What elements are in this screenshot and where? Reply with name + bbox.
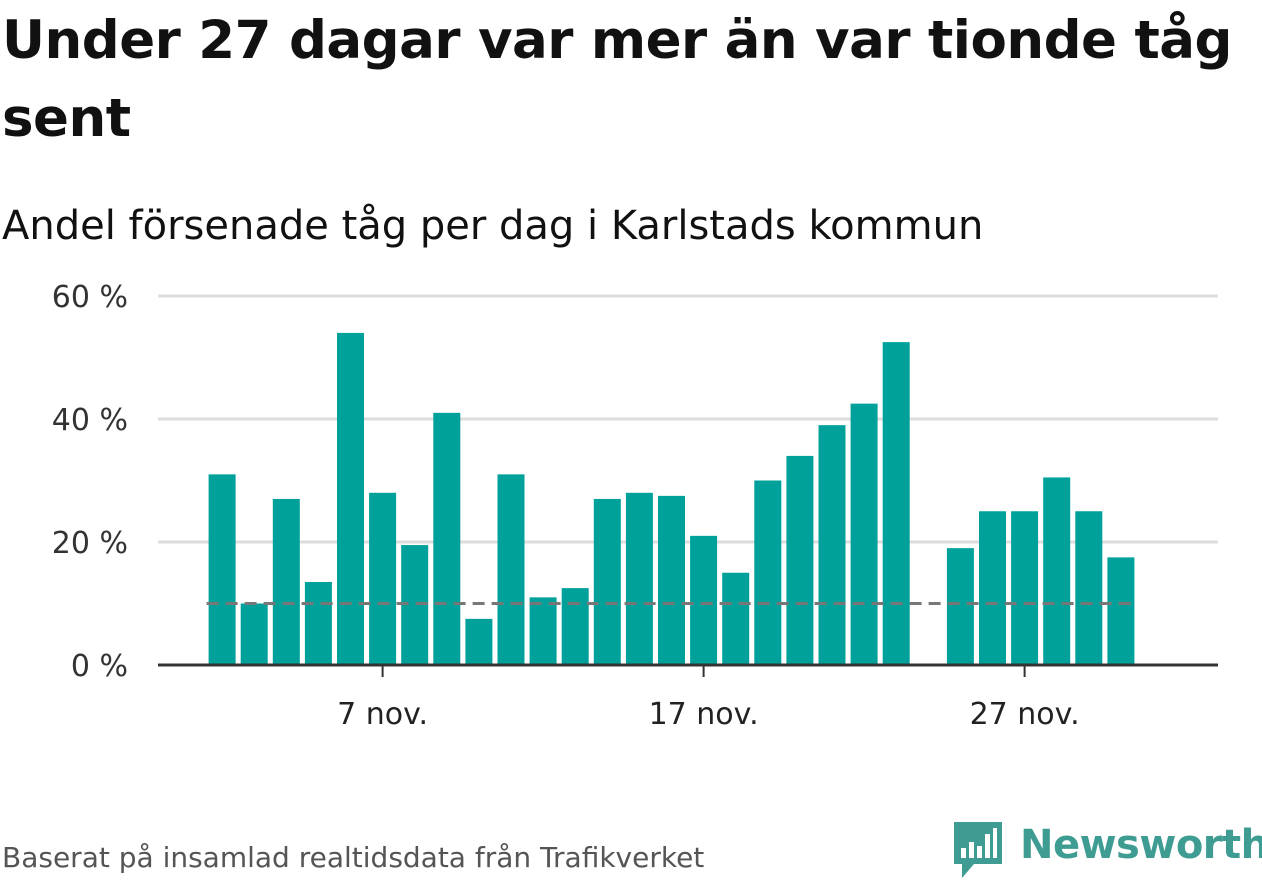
bar [433,412,461,665]
grid-lines [158,294,1218,544]
bar [337,332,364,665]
bar [208,474,236,665]
bar-chart: 0 % 20 % 40 % 60 % 7 nov. 17 nov. 27 nov. [52,280,1218,732]
bar [979,511,1006,665]
logo-wordmark: Newsworthy [1020,822,1262,868]
bar [1107,557,1135,665]
bar [754,480,782,665]
x-tick-label: 27 nov. [970,697,1080,732]
bar [690,535,718,665]
bar [465,618,493,665]
bars [208,332,1135,665]
bar [1075,511,1103,665]
y-tick-label: 40 % [52,403,128,438]
bar [401,545,429,665]
bar [1011,511,1039,665]
bar [272,498,300,665]
y-tick-label: 0 % [71,649,128,684]
bar [593,498,621,665]
bar [240,603,268,665]
bar [304,581,332,665]
axes: 0 % 20 % 40 % 60 % 7 nov. 17 nov. 27 nov. [52,280,1218,732]
y-tick-label: 20 % [52,526,128,561]
bar [786,455,814,665]
bar [658,495,685,665]
bar [1043,477,1071,665]
bar [882,342,910,665]
bar [369,492,397,665]
bar [529,597,557,665]
chart-subtitle: Andel försenade tåg per dag i Karlstads … [2,203,984,249]
bar [722,572,750,665]
bar [561,588,589,665]
x-tick-label: 7 nov. [337,697,428,732]
bar [946,548,974,665]
y-tick-label: 60 % [52,280,128,315]
bar [818,425,846,665]
x-tick-label: 17 nov. [649,697,759,732]
bar [497,474,525,665]
bar [850,403,878,665]
newsworthy-logo-icon [954,822,1002,878]
source-note: Baserat på insamlad realtidsdata från Tr… [2,841,705,874]
bar [625,492,653,665]
chart-title: Under 27 dagar var mer än var tionde tåg… [2,10,1232,149]
